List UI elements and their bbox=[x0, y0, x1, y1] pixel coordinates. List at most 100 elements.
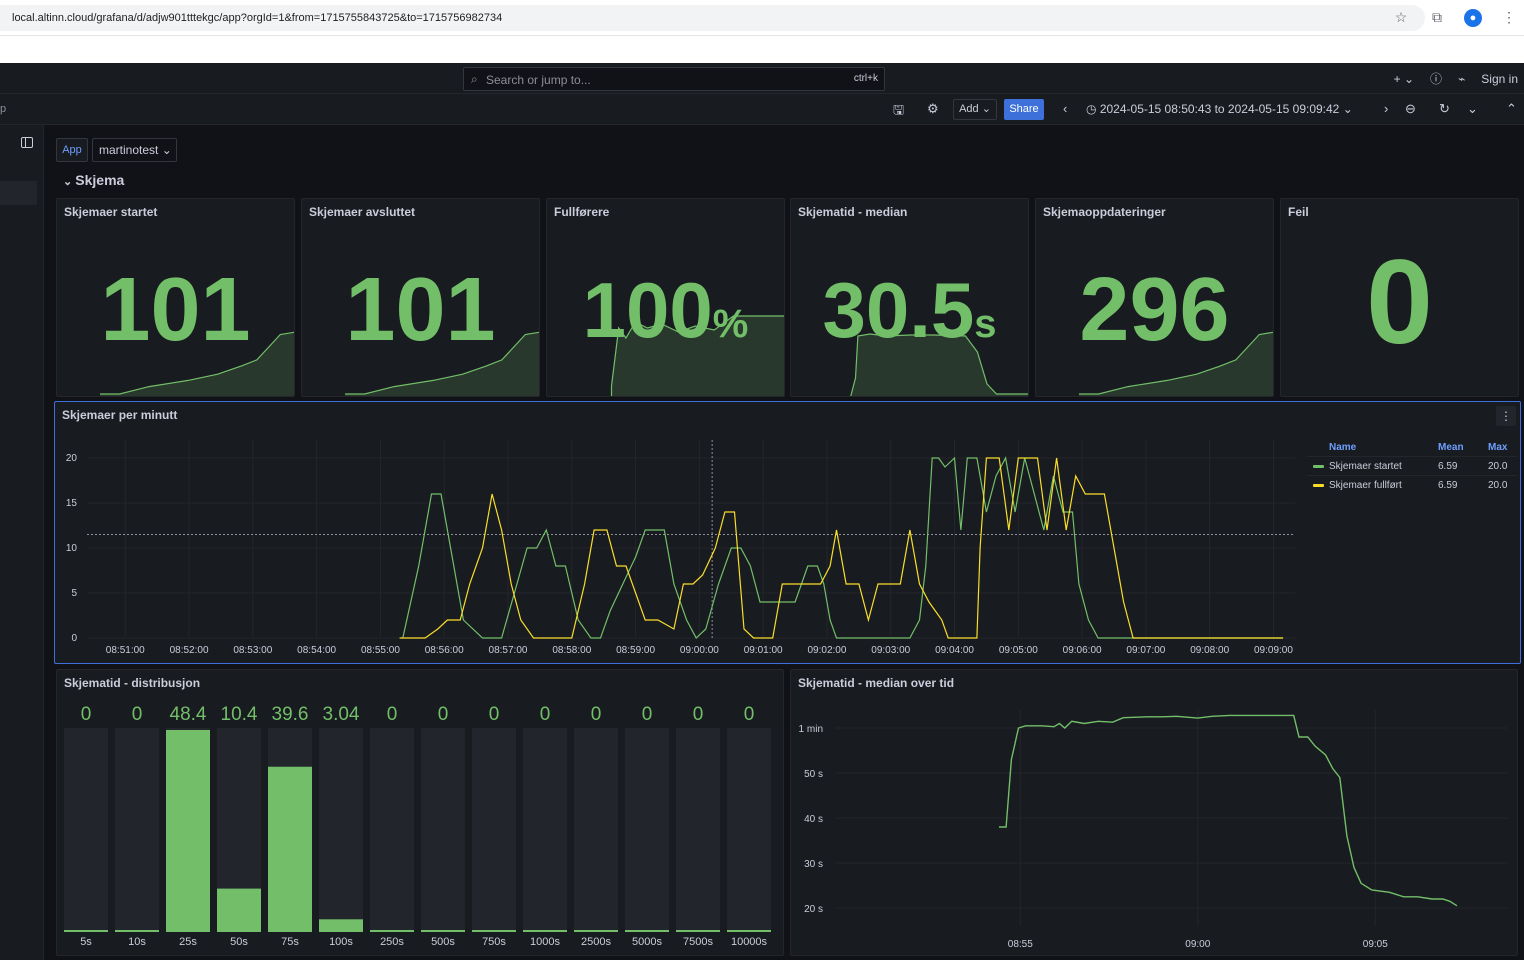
series-line-skjemaer-fullført[interactable] bbox=[399, 457, 1284, 639]
legend-max: 20.0 bbox=[1488, 480, 1508, 491]
variable-select-app[interactable]: martinotest ⌄ bbox=[92, 138, 177, 162]
stat-title: Feil bbox=[1288, 205, 1309, 219]
legend-swatch bbox=[1313, 465, 1324, 468]
legend-row[interactable]: Skjemaer fullført 6.59 20.0 bbox=[1307, 475, 1517, 494]
histogram-bar[interactable] bbox=[268, 766, 312, 932]
timeseries-chart[interactable]: 08:51:00 08:52:00 08:53:00 08:54:00 08:55:00… bbox=[55, 402, 1295, 664]
y-tick-label: 1 min bbox=[799, 724, 823, 735]
legend-max: 20.0 bbox=[1488, 461, 1508, 472]
y-tick-label: 30 s bbox=[804, 859, 823, 870]
series-line-skjemaer-startet[interactable] bbox=[402, 456, 1284, 639]
clock-icon: ◷ bbox=[1086, 102, 1097, 116]
browser-menu-icon[interactable]: ⋮ bbox=[1502, 9, 1516, 25]
median-line[interactable] bbox=[999, 714, 1458, 907]
panel-skjematid-median-over-tid[interactable]: Skjematid - median over tid 20 s 30 s 40 s… bbox=[790, 669, 1518, 956]
search-input[interactable]: ⌕ Search or jump to... ctrl+k bbox=[463, 67, 885, 91]
stat-number: 30.5 bbox=[822, 266, 975, 354]
histogram-bar[interactable] bbox=[370, 930, 414, 932]
browser-address-bar: local.altinn.cloud/grafana/d/adjw901ttte… bbox=[0, 0, 1524, 36]
new-plus-button[interactable]: + ⌄ bbox=[1393, 71, 1415, 86]
search-placeholder: Search or jump to... bbox=[486, 73, 591, 87]
panel-menu-icon[interactable]: ⋮ bbox=[1496, 406, 1516, 426]
histogram-bar[interactable] bbox=[472, 930, 516, 932]
add-button[interactable]: Add ⌄ bbox=[953, 99, 997, 120]
url-field[interactable] bbox=[0, 5, 1425, 31]
median-time-chart[interactable]: 20 s 30 s 40 s 50 s 1 min 08:55 09:00 09:05 bbox=[791, 670, 1518, 956]
collapse-chevron-up-icon[interactable]: ⌃ bbox=[1506, 101, 1517, 116]
sparkline-area bbox=[100, 332, 294, 396]
x-tick-label: 08:54:00 bbox=[297, 645, 336, 656]
histogram-bar[interactable] bbox=[676, 930, 720, 932]
time-shift-back-icon[interactable]: ‹ bbox=[1063, 101, 1068, 116]
y-tick-label: 10 bbox=[66, 543, 78, 554]
plus-icon: + bbox=[1393, 71, 1401, 86]
histogram-bar[interactable] bbox=[319, 919, 363, 932]
y-tick-label: 20 s bbox=[804, 904, 823, 915]
histogram-bar[interactable] bbox=[217, 888, 261, 932]
legend-header-name[interactable]: Name bbox=[1329, 442, 1357, 453]
sidebar-selected-item[interactable] bbox=[0, 181, 37, 205]
histogram-bar[interactable] bbox=[64, 930, 108, 932]
time-shift-forward-icon[interactable]: › bbox=[1384, 101, 1389, 116]
stat-title: Skjemaer avsluttet bbox=[309, 205, 416, 219]
save-icon[interactable]: 🖫 bbox=[893, 102, 905, 117]
variable-value: martinotest bbox=[99, 143, 159, 157]
stat-panel[interactable]: Skjematid - median 30.5s bbox=[790, 198, 1029, 397]
stat-panel[interactable]: Fullførere 100% bbox=[546, 198, 785, 397]
sparkline-line bbox=[850, 333, 1028, 396]
extensions-icon[interactable]: ⧉ bbox=[1432, 9, 1442, 25]
dock-menu-icon[interactable] bbox=[21, 137, 33, 148]
x-tick-label: 09:05:00 bbox=[999, 645, 1038, 656]
histogram-bar[interactable] bbox=[625, 930, 669, 932]
histogram-bar[interactable] bbox=[523, 930, 567, 932]
news-feed-icon[interactable]: ⌁ bbox=[1458, 71, 1466, 86]
stat-value: 100% bbox=[547, 255, 784, 379]
breadcrumb[interactable]: p bbox=[0, 103, 7, 115]
stat-panel[interactable]: Skjemaer avsluttet 101 bbox=[301, 198, 540, 397]
bar-value-label: 0 bbox=[540, 704, 551, 725]
sparkline-area bbox=[611, 316, 784, 396]
histogram-chart[interactable]: 0 5s 0 10s 48.4 25s 10.4 50s 39.6 75s 3.04 100s 0 250… bbox=[57, 670, 784, 956]
refresh-icon[interactable]: ↻ bbox=[1439, 101, 1450, 116]
histogram-bar[interactable] bbox=[166, 730, 210, 932]
legend-header-max[interactable]: Max bbox=[1488, 442, 1508, 453]
url-text[interactable]: local.altinn.cloud/grafana/d/adjw901ttte… bbox=[12, 12, 503, 24]
row-header-skjema[interactable]: ⌄ Skjema bbox=[63, 172, 124, 188]
stat-number: 101 bbox=[345, 260, 496, 360]
panel-skjemaer-per-minutt[interactable]: Skjemaer per minutt ⋮ 08:51:00 08:52:00 08… bbox=[54, 401, 1521, 664]
stat-panel[interactable]: Skjemaer startet 101 bbox=[56, 198, 295, 397]
share-button[interactable]: Share bbox=[1004, 99, 1044, 120]
time-range-picker[interactable]: ◷ 2024-05-15 08:50:43 to 2024-05-15 09:0… bbox=[1086, 102, 1353, 116]
refresh-interval-chevron-icon[interactable]: ⌄ bbox=[1467, 101, 1478, 116]
y-tick-label: 0 bbox=[71, 633, 77, 644]
bar-background bbox=[523, 728, 567, 932]
panel-skjematid-distribusjon[interactable]: Skjematid - distribusjon 0 5s 0 10s 48.4 25s 1… bbox=[56, 669, 784, 956]
stat-panel[interactable]: Feil 0 bbox=[1280, 198, 1519, 397]
time-range-text: 2024-05-15 08:50:43 to 2024-05-15 09:09:… bbox=[1099, 102, 1340, 116]
legend-row[interactable]: Skjemaer startet 6.59 20.0 bbox=[1307, 456, 1517, 475]
bar-value-label: 0 bbox=[132, 704, 143, 725]
bar-value-label: 0 bbox=[387, 704, 398, 725]
bar-value-label: 0 bbox=[489, 704, 500, 725]
bar-value-label: 0 bbox=[591, 704, 602, 725]
stat-sparkline bbox=[100, 331, 294, 396]
help-icon[interactable]: ⓘ bbox=[1430, 72, 1443, 86]
timeseries-legend: Name Mean Max Skjemaer startet 6.59 20.0… bbox=[1307, 438, 1517, 494]
browser-blank-area bbox=[0, 36, 1524, 63]
profile-avatar-icon[interactable]: ● bbox=[1464, 9, 1482, 27]
sparkline-area bbox=[345, 332, 539, 396]
zoom-out-icon[interactable]: ⊖ bbox=[1405, 101, 1416, 116]
histogram-bar[interactable] bbox=[727, 930, 771, 932]
histogram-bar[interactable] bbox=[115, 930, 159, 932]
sign-in-link[interactable]: Sign in bbox=[1481, 71, 1518, 86]
stat-sparkline bbox=[345, 331, 539, 396]
bookmark-star-icon[interactable]: ☆ bbox=[1394, 9, 1408, 25]
stat-panel[interactable]: Skjemaoppdateringer 296 bbox=[1035, 198, 1274, 397]
histogram-bar[interactable] bbox=[421, 930, 465, 932]
histogram-bar[interactable] bbox=[574, 930, 618, 932]
bar-background bbox=[574, 728, 618, 932]
legend-header-mean[interactable]: Mean bbox=[1438, 442, 1464, 453]
stat-number: 296 bbox=[1079, 260, 1230, 360]
settings-gear-icon[interactable]: ⚙ bbox=[927, 101, 939, 116]
bar-category-label: 1000s bbox=[530, 936, 560, 948]
